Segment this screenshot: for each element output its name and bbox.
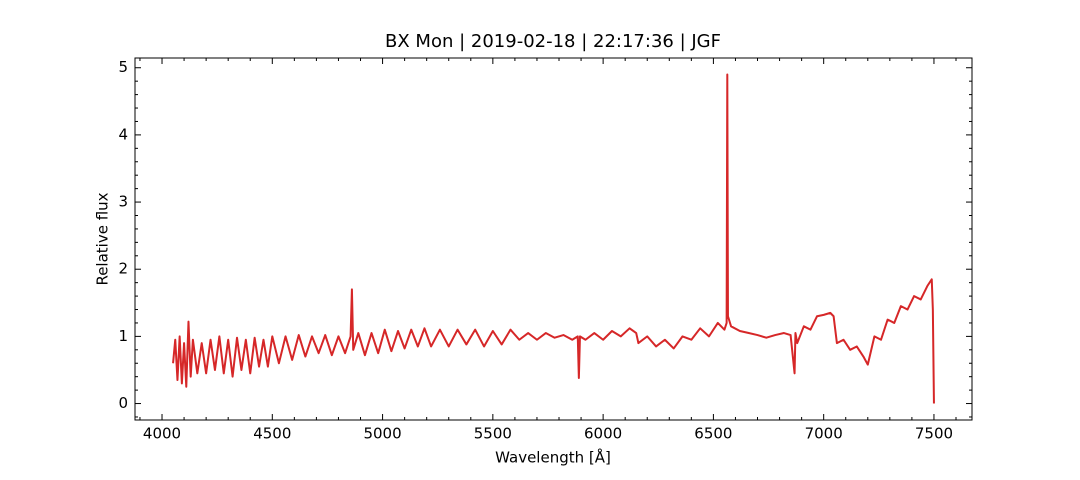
y-tick-label: 3 — [118, 193, 128, 211]
y-tick-label: 0 — [118, 394, 128, 412]
chart-title: BX Mon | 2019-02-18 | 22:17:36 | JGF — [385, 31, 721, 52]
x-tick-label: 5000 — [363, 425, 401, 443]
data-line — [172, 73, 935, 404]
y-tick-label: 4 — [118, 125, 128, 143]
x-tick-label: 7000 — [805, 425, 843, 443]
x-tick-label: 6500 — [694, 425, 732, 443]
x-tick-label: 4500 — [253, 425, 291, 443]
x-tick-label: 7500 — [915, 425, 953, 443]
y-axis-label: Relative flux — [94, 192, 112, 285]
x-tick-label: 5500 — [474, 425, 512, 443]
x-tick-label: 4000 — [143, 425, 181, 443]
plot-frame — [134, 57, 973, 421]
y-tick-label: 5 — [118, 58, 128, 76]
x-tick-label: 6000 — [584, 425, 622, 443]
y-tick-label: 1 — [118, 327, 128, 345]
y-tick-label: 2 — [118, 260, 128, 278]
x-axis-label: Wavelength [Å] — [495, 448, 611, 467]
